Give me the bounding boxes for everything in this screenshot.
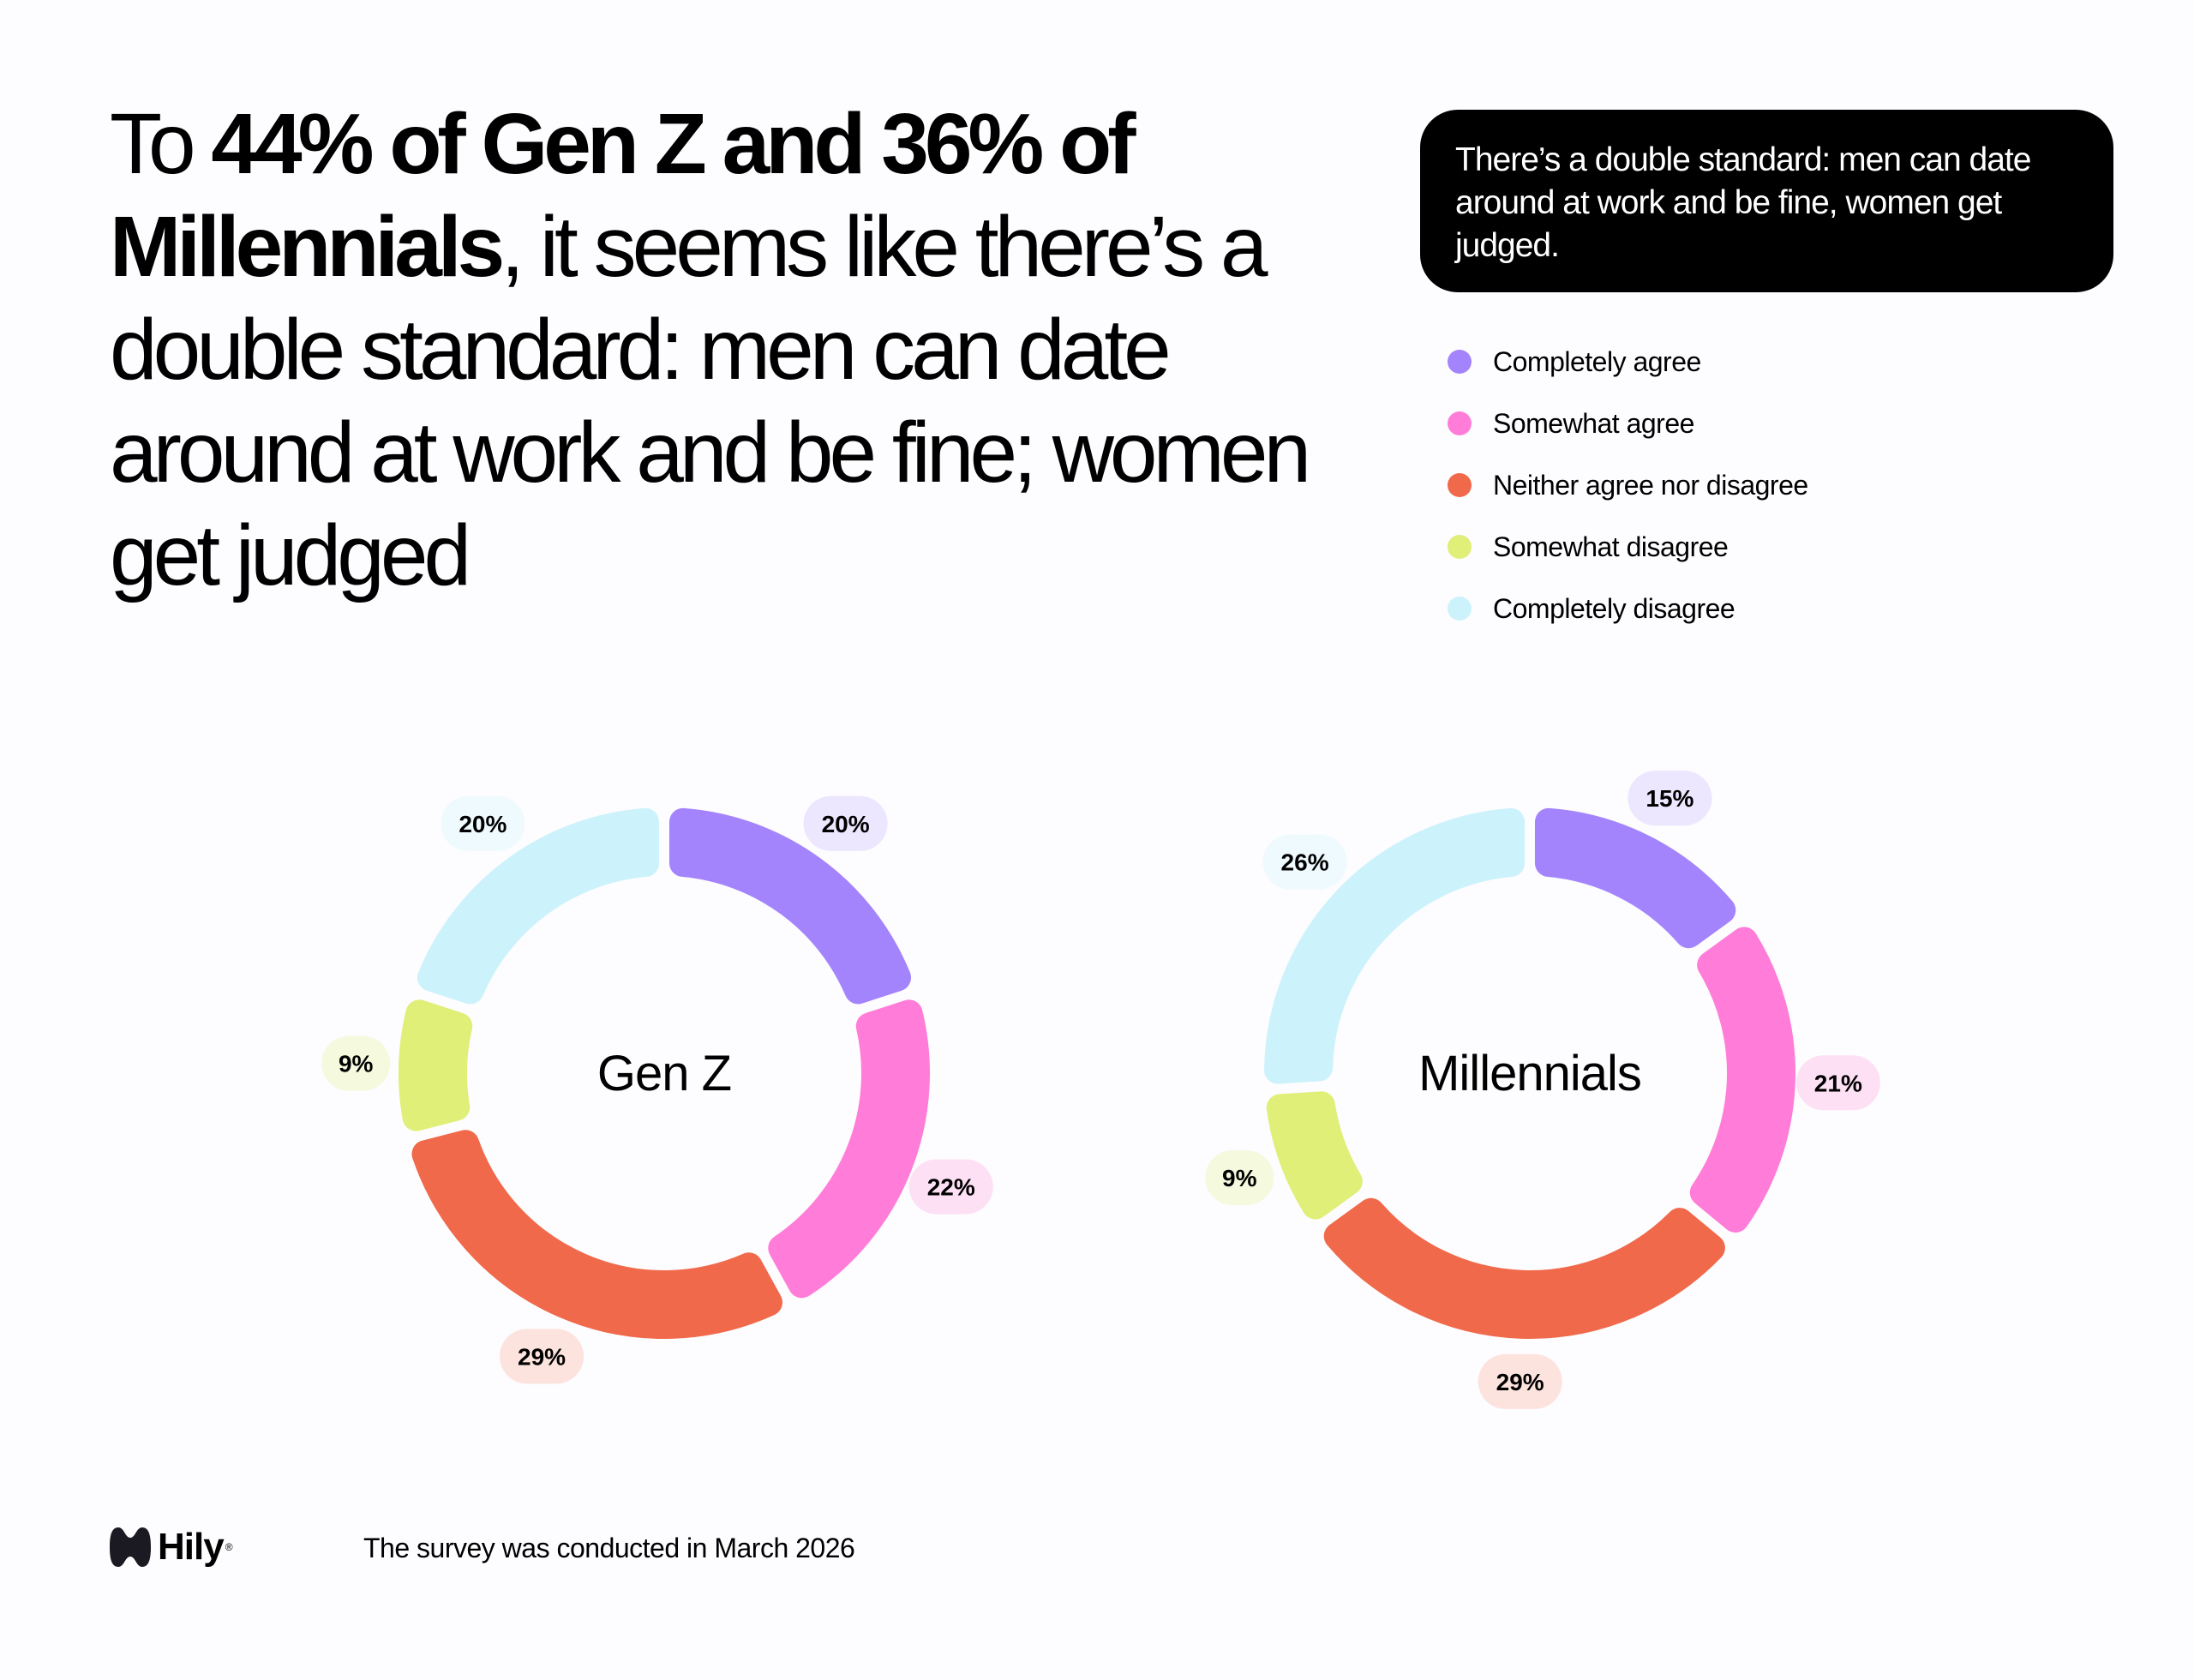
legend-item-completely-agree: Completely agree <box>1447 331 1808 393</box>
legend-item-somewhat-agree: Somewhat agree <box>1447 393 1808 454</box>
donut-segment <box>1534 807 1736 949</box>
value-label: 29% <box>518 1343 566 1370</box>
value-label: 29% <box>1496 1369 1544 1395</box>
donut-segment <box>399 999 473 1131</box>
value-label: 9% <box>339 1051 374 1077</box>
value-label-pill <box>908 1159 993 1215</box>
legend-dot-icon <box>1448 350 1472 374</box>
donut-center-label: Gen Z <box>597 1046 731 1101</box>
donut-segment <box>1689 927 1795 1233</box>
donut-center-label: Millennials <box>1418 1046 1641 1101</box>
legend-item-neither: Neither agree nor disagree <box>1447 454 1808 516</box>
hily-logo-icon <box>110 1527 151 1567</box>
value-label: 26% <box>1281 849 1329 876</box>
value-label-pill <box>1795 1055 1880 1111</box>
legend-dot-icon <box>1448 597 1472 621</box>
value-label: 20% <box>822 811 870 837</box>
value-label-pill <box>1628 771 1712 826</box>
donut-segment <box>668 807 912 1005</box>
legend-label: Completely disagree <box>1493 592 1735 624</box>
value-label-pill <box>500 1329 584 1384</box>
legend-item-completely-disagree: Completely disagree <box>1447 578 1808 639</box>
value-label: 15% <box>1646 785 1693 812</box>
donut-segment <box>411 1130 782 1339</box>
headline-rest: , it seems like there’s a double standar… <box>110 199 1311 603</box>
value-label-pill <box>321 1035 391 1091</box>
registered-mark: ® <box>225 1541 233 1553</box>
legend-dot-icon <box>1448 473 1472 497</box>
donut-segment <box>1264 807 1526 1084</box>
value-label-pill <box>1262 834 1347 890</box>
value-label: 20% <box>459 811 507 837</box>
legend-dot-icon <box>1448 411 1472 435</box>
donut-segment <box>417 807 660 1005</box>
value-label-pill <box>441 795 525 851</box>
donut-segment <box>768 999 930 1299</box>
value-label-pill <box>1478 1353 1562 1409</box>
legend: Completely agree Somewhat agree Neither … <box>1447 331 1808 639</box>
donut-gen-z: 20% 22% 29% 9% 20% Gen Z <box>321 795 993 1384</box>
legend-label: Completely agree <box>1493 345 1701 377</box>
legend-label: Somewhat disagree <box>1493 531 1729 562</box>
question-callout: There’s a double standard: men can date … <box>1420 110 2113 292</box>
legend-label: Somewhat agree <box>1493 407 1694 439</box>
donut-millennials: 15% 21% 29% 9% 26% Millennials <box>1205 771 1880 1409</box>
headline-highlight: 44% of Gen Z and 36% of Millennials <box>110 96 1136 295</box>
legend-label: Neither agree nor disagree <box>1493 469 1808 501</box>
value-label: 21% <box>1814 1070 1862 1096</box>
logo-wordmark: Hily <box>158 1526 225 1568</box>
hily-logo: Hily ® <box>110 1526 233 1569</box>
headline-prefix: To <box>110 96 212 192</box>
value-label-pill <box>803 795 888 851</box>
value-label-pill <box>1205 1149 1274 1205</box>
value-label: 9% <box>1222 1165 1257 1191</box>
donut-segment <box>1266 1091 1363 1220</box>
headline: To 44% of Gen Z and 36% of Millennials, … <box>110 93 1378 607</box>
legend-dot-icon <box>1448 535 1472 559</box>
question-text: There’s a double standard: men can date … <box>1455 141 2031 264</box>
donut-segment <box>1323 1197 1725 1339</box>
legend-item-somewhat-disagree: Somewhat disagree <box>1447 516 1808 578</box>
survey-note: The survey was conducted in March 2026 <box>363 1533 855 1563</box>
value-label: 22% <box>927 1174 975 1201</box>
